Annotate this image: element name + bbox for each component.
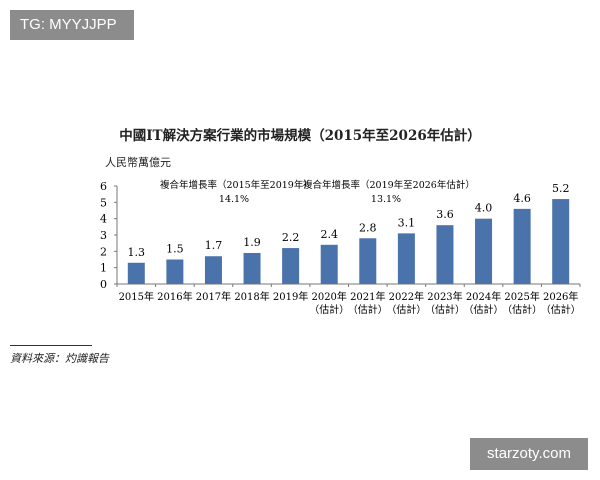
data-label: 1.5: [166, 243, 184, 256]
y-tick-label: 1: [100, 262, 107, 275]
bar: [436, 225, 454, 284]
bar: [204, 256, 222, 284]
x-tick-label: （估計）: [309, 303, 349, 316]
x-tick-label: 2026年: [543, 290, 578, 303]
x-tick-label: 2018年: [234, 290, 269, 303]
x-tick-label: （估計）: [502, 303, 542, 316]
bar: [513, 208, 531, 284]
x-tick-label: 2019年: [273, 290, 308, 303]
x-tick-label: 2017年: [196, 290, 231, 303]
x-tick-label: 2022年: [389, 290, 424, 303]
x-tick-label: 2025年: [504, 290, 539, 303]
x-tick-label: （估計）: [348, 303, 388, 316]
x-tick-label: 2016年: [157, 290, 192, 303]
data-label: 1.9: [243, 236, 261, 249]
bar: [320, 244, 338, 284]
y-tick-label: 0: [100, 278, 107, 291]
x-tick-label: （估計）: [464, 303, 504, 316]
cagr-label-2015-2019: 複合年增長率（2015年至2019年）: [160, 179, 313, 191]
data-label: 4.0: [475, 202, 493, 215]
bar: [166, 259, 184, 284]
x-tick-label: （估計）: [386, 303, 426, 316]
y-tick-label: 4: [100, 213, 107, 226]
source-note: 資料來源：灼識報告: [10, 352, 109, 365]
y-tick-label: 6: [100, 180, 107, 193]
x-tick-label: （估計）: [541, 303, 581, 316]
x-tick-label: 2020年: [311, 290, 346, 303]
source-divider: [10, 345, 92, 346]
cagr-value-2019-2026: 13.1%: [371, 194, 401, 205]
bar: [475, 218, 493, 284]
bar: [359, 238, 377, 284]
data-label: 2.2: [282, 231, 300, 244]
bar: [397, 233, 415, 284]
watermark-tg: TG: MYYJJPP: [10, 10, 134, 40]
chart-title: 中國IT解決方案行業的市場規模（2015年至2026年估計）: [119, 128, 481, 144]
x-tick-label: 2024年: [466, 290, 501, 303]
cagr-value-2015-2019: 14.1%: [219, 194, 249, 205]
data-label: 3.6: [436, 208, 454, 221]
bar: [552, 199, 570, 284]
data-label: 1.3: [128, 246, 146, 259]
y-tick-label: 3: [100, 229, 107, 242]
x-tick-label: 2021年: [350, 290, 385, 303]
y-tick-label: 5: [100, 196, 107, 209]
bar: [127, 262, 145, 284]
x-tick-label: 2015年: [119, 290, 154, 303]
data-label: 4.6: [513, 192, 531, 205]
data-label: 2.8: [359, 221, 377, 234]
watermark-site: starzoty.com: [470, 438, 588, 470]
data-label: 3.1: [398, 216, 416, 229]
y-tick-label: 2: [100, 245, 107, 258]
data-label: 5.2: [552, 182, 570, 195]
x-tick-label: （估計）: [425, 303, 465, 316]
bar: [282, 248, 300, 284]
cagr-label-2019-2026: 複合年增長率（2019年至2026年估計）: [303, 179, 475, 191]
y-axis-unit-label: 人民幣萬億元: [105, 156, 171, 169]
data-label: 1.7: [205, 239, 223, 252]
data-label: 2.4: [320, 228, 338, 241]
x-tick-label: 2023年: [427, 290, 462, 303]
bar: [243, 252, 261, 284]
